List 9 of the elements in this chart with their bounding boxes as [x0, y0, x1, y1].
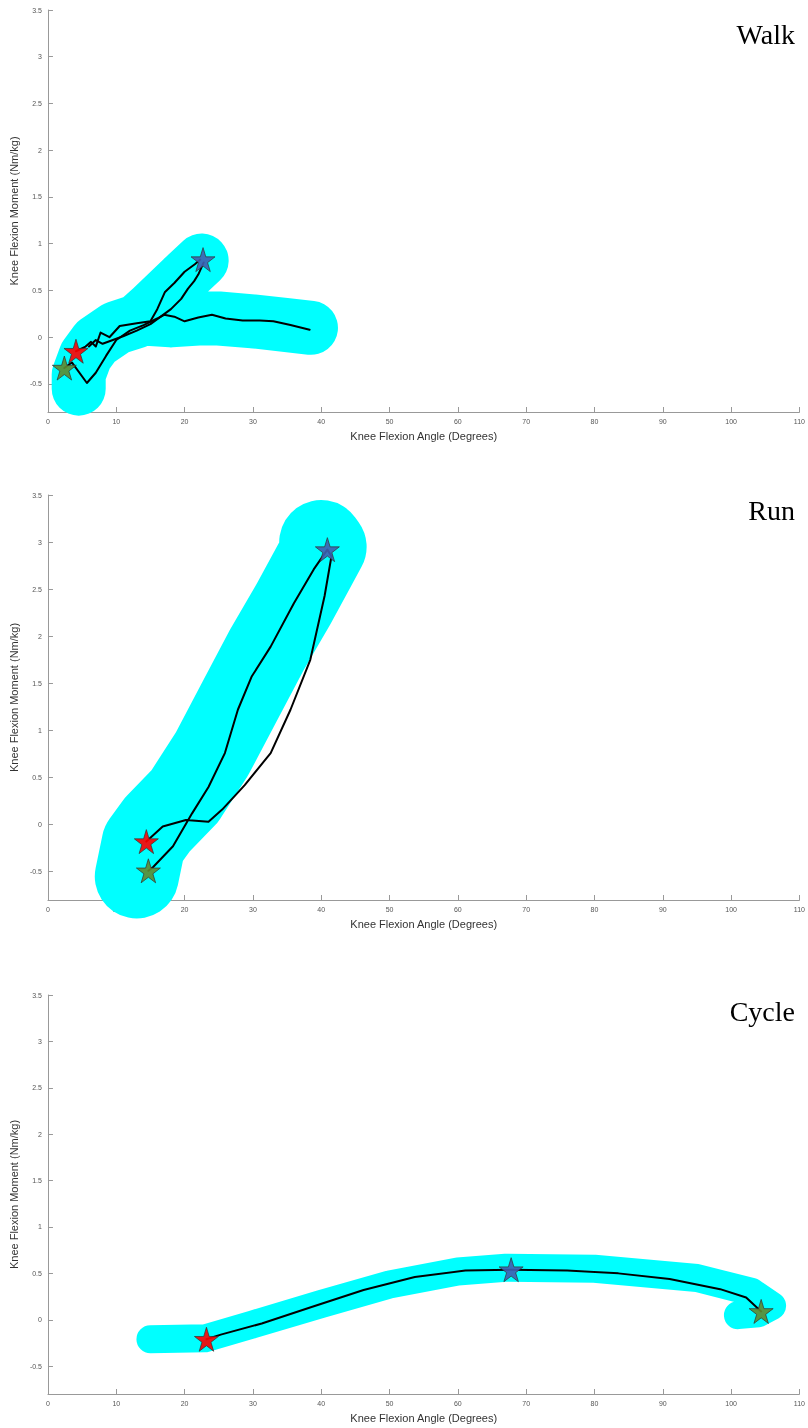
- x-axis-title: Knee Flexion Angle (Degrees): [350, 917, 498, 930]
- y-axis-title: Knee Flexion Moment (Nm/kg): [7, 622, 20, 773]
- x-axis-title: Knee Flexion Angle (Degrees): [350, 429, 498, 442]
- chart-title: Walk: [736, 18, 796, 50]
- chart-title: Cycle: [729, 995, 795, 1027]
- chart-title: Run: [748, 494, 796, 526]
- y-axis-title: Knee Flexion Moment (Nm/kg): [7, 136, 20, 286]
- y-axis-title: Knee Flexion Moment (Nm/kg): [7, 1119, 20, 1270]
- x-axis-title: Knee Flexion Angle (Degrees): [350, 1411, 498, 1424]
